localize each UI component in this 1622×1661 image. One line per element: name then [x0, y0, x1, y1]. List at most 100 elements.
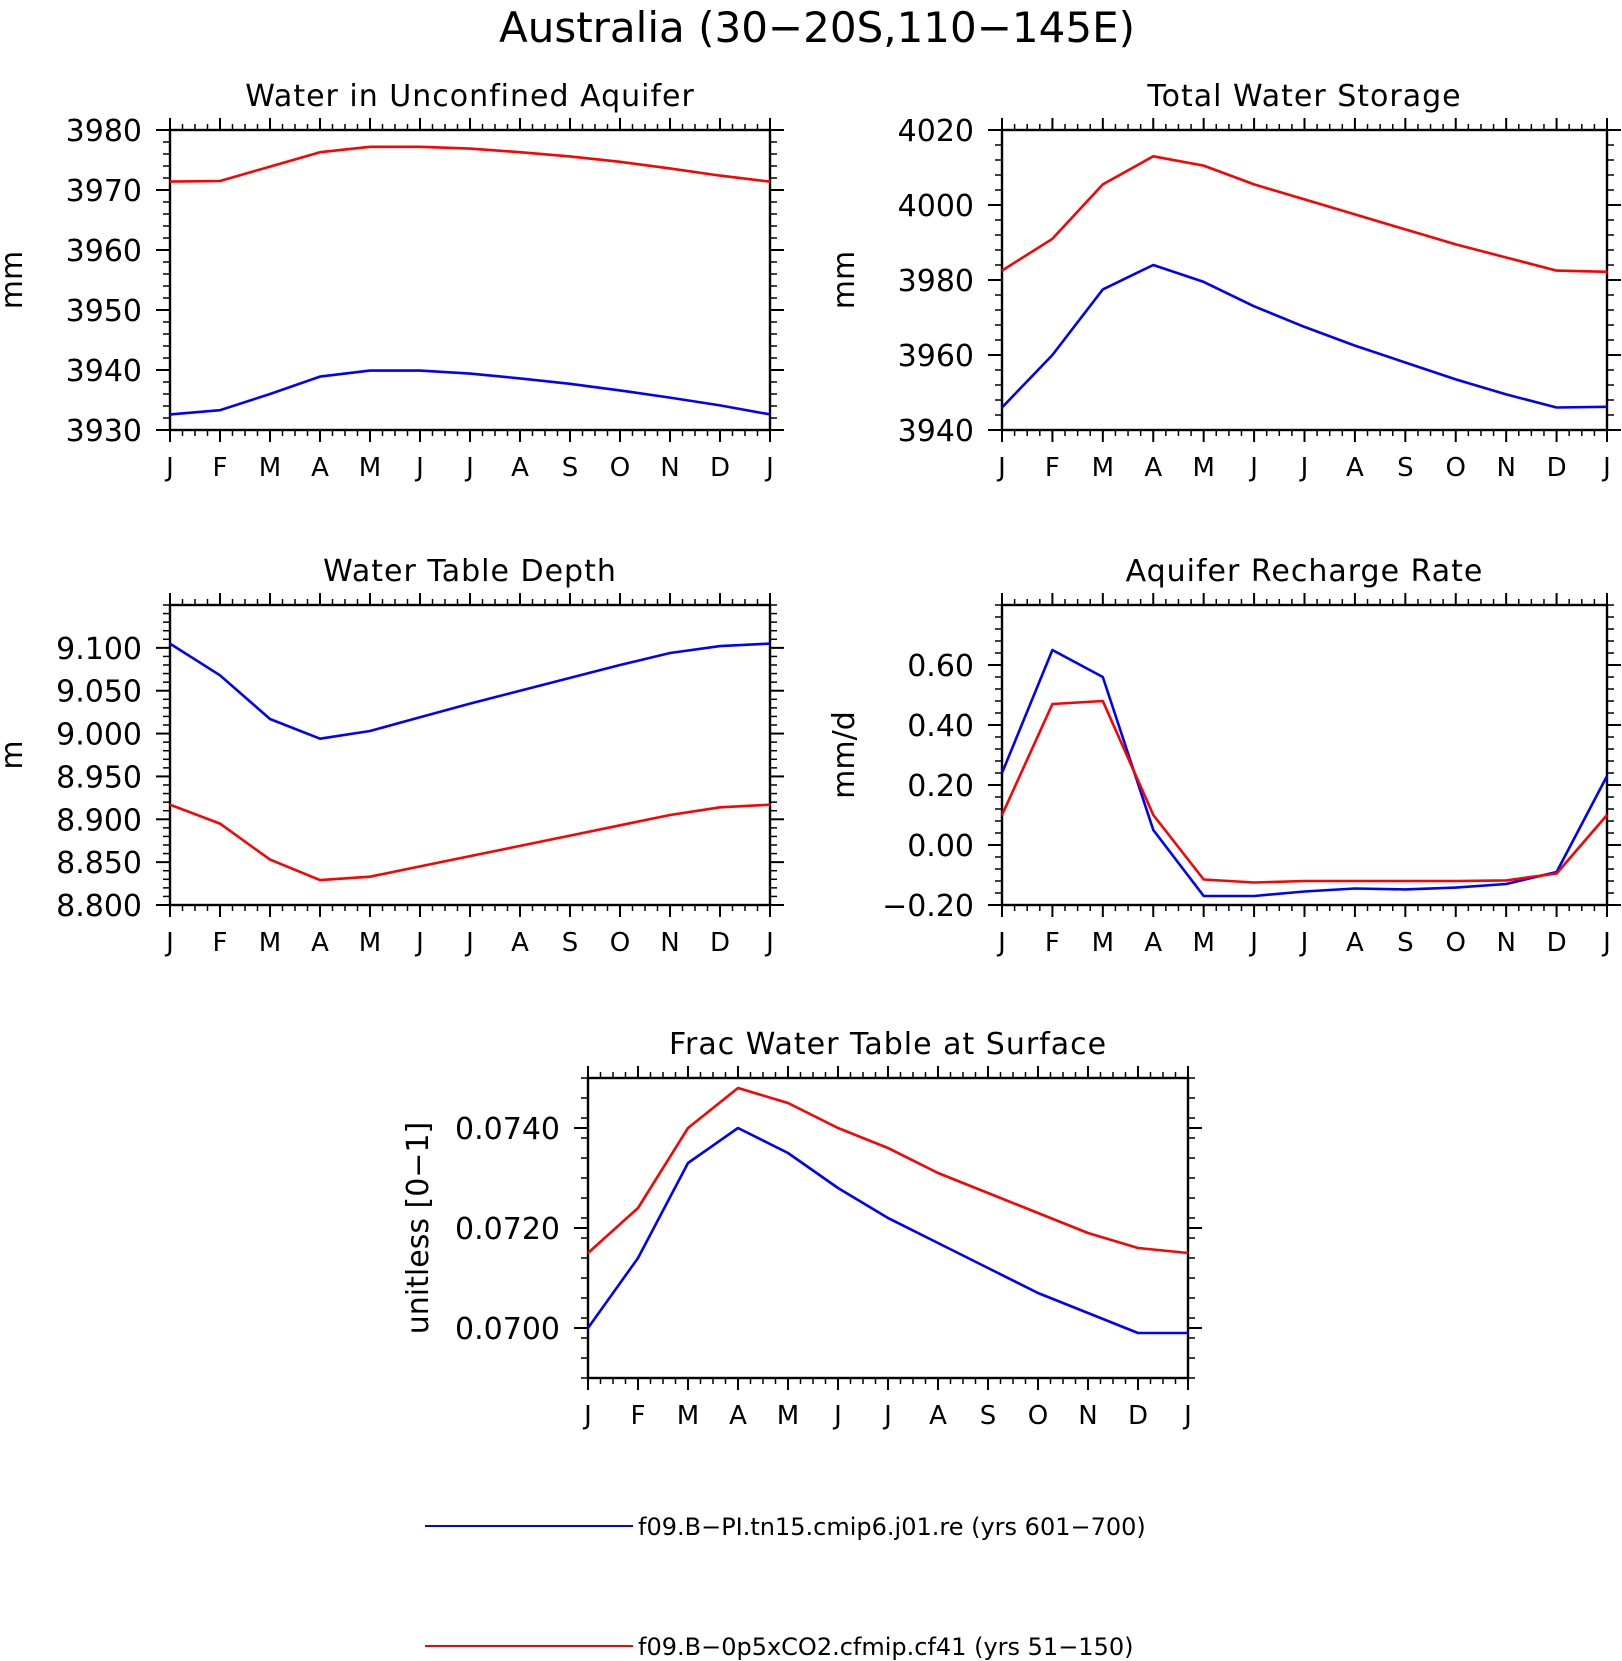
data-point-red	[1455, 243, 1457, 245]
x-tick-label: J	[996, 928, 1006, 958]
y-tick-label: 4020	[898, 114, 974, 149]
data-point-blue	[419, 370, 421, 372]
panel-water-in-unconfined-aquifer: J F M A M J J A S O N D J393039403950396039703980Wat…	[0, 79, 784, 483]
x-tick-label: M	[359, 928, 381, 958]
y-tick-label: 3980	[898, 264, 974, 299]
data-point-red	[1303, 880, 1306, 882]
data-point-red	[887, 1147, 889, 1149]
y-axis-label: mm/d	[827, 711, 862, 799]
data-point-blue	[519, 377, 521, 379]
data-point-blue	[519, 690, 521, 692]
legend-item-blue: f09.B−PI.tn15.cmip6.j01.re (yrs 601−700)	[425, 1513, 1146, 1541]
y-tick-label: 0.00	[907, 829, 974, 864]
data-point-red	[1102, 183, 1104, 185]
data-point-red	[519, 151, 521, 153]
data-point-red	[1137, 1247, 1139, 1249]
panel-title: Aquifer Recharge Rate	[1126, 554, 1484, 589]
data-point-blue	[887, 1217, 889, 1219]
x-tick-label: A	[1144, 928, 1162, 958]
data-point-blue	[1404, 361, 1406, 364]
data-point-blue	[1001, 406, 1003, 409]
panel-title: Water in Unconfined Aquifer	[245, 79, 695, 114]
data-point-blue	[1606, 775, 1608, 777]
data-point-red	[1203, 878, 1205, 881]
x-tick-label: N	[1496, 928, 1515, 958]
y-axis-label: m	[0, 740, 30, 769]
data-point-red	[937, 1172, 939, 1174]
data-point-blue	[587, 1327, 589, 1329]
x-tick-label: O	[610, 453, 630, 483]
y-tick-label: 8.850	[56, 846, 142, 881]
y-tick-label: −0.20	[882, 889, 974, 924]
x-tick-label: S	[980, 1401, 997, 1431]
data-point-red	[1505, 256, 1507, 259]
data-point-red	[669, 167, 671, 169]
panel-aquifer-recharge-rate: J F M A M J J A S O N D J−0.200.000.200.400.60Aquife…	[827, 554, 1621, 958]
y-tick-label: 0.40	[907, 709, 974, 744]
data-point-red	[1051, 238, 1054, 240]
data-point-blue	[1354, 887, 1356, 890]
data-point-blue	[937, 1242, 939, 1244]
data-point-red	[169, 181, 171, 183]
x-tick-label: F	[213, 453, 228, 483]
data-point-blue	[369, 370, 371, 372]
x-tick-label: J	[832, 1401, 842, 1431]
data-point-blue	[1137, 1332, 1139, 1334]
x-tick-label: A	[511, 453, 529, 483]
y-tick-label: 3960	[898, 339, 974, 374]
x-tick-label: A	[311, 453, 329, 483]
data-point-blue	[469, 702, 471, 705]
x-tick-label: A	[1346, 453, 1364, 483]
data-point-red	[1555, 270, 1558, 272]
data-point-red	[987, 1192, 989, 1194]
x-tick-label: O	[1446, 928, 1466, 958]
y-tick-label: 0.0700	[455, 1312, 560, 1347]
data-point-red	[1555, 872, 1558, 875]
data-point-blue	[1606, 406, 1608, 408]
data-point-red	[469, 148, 471, 150]
data-point-red	[369, 876, 371, 878]
data-point-red	[569, 834, 571, 837]
data-point-blue	[1102, 676, 1104, 678]
data-point-red	[1606, 814, 1608, 816]
data-point-blue	[1152, 264, 1154, 266]
data-point-red	[319, 879, 321, 881]
data-point-blue	[769, 642, 771, 645]
y-tick-label: 3940	[898, 414, 974, 449]
data-point-blue	[687, 1162, 689, 1164]
x-tick-label: A	[1144, 453, 1162, 483]
series-line-blue	[169, 642, 771, 741]
data-point-blue	[1505, 393, 1507, 395]
data-point-red	[1152, 814, 1154, 816]
data-point-red	[719, 175, 721, 177]
data-point-blue	[1404, 888, 1406, 891]
data-point-red	[737, 1087, 739, 1089]
data-point-blue	[1001, 772, 1003, 774]
data-point-blue	[1455, 378, 1457, 380]
y-tick-label: 3940	[66, 354, 142, 389]
data-point-red	[1001, 814, 1003, 816]
data-point-red	[587, 1252, 589, 1254]
x-tick-label: A	[311, 928, 329, 958]
x-tick-label: J	[1182, 1401, 1192, 1431]
y-tick-label: 8.900	[56, 803, 142, 838]
data-point-blue	[1152, 829, 1154, 831]
data-point-red	[719, 806, 721, 808]
plot-frame	[1000, 603, 1609, 907]
x-tick-label: J	[1248, 928, 1258, 958]
data-point-red	[519, 845, 521, 847]
data-point-blue	[1102, 288, 1104, 290]
series-line-red	[169, 145, 771, 183]
x-tick-label: A	[511, 928, 529, 958]
x-tick-label: M	[1192, 928, 1214, 958]
x-tick-label: N	[1078, 1401, 1097, 1431]
data-point-red	[1087, 1232, 1089, 1234]
x-tick-label: M	[1092, 928, 1114, 958]
data-point-red	[469, 855, 471, 857]
data-point-blue	[319, 738, 321, 740]
x-tick-label: F	[631, 1401, 646, 1431]
x-tick-label: J	[882, 1401, 892, 1431]
y-tick-label: 9.000	[56, 718, 142, 753]
